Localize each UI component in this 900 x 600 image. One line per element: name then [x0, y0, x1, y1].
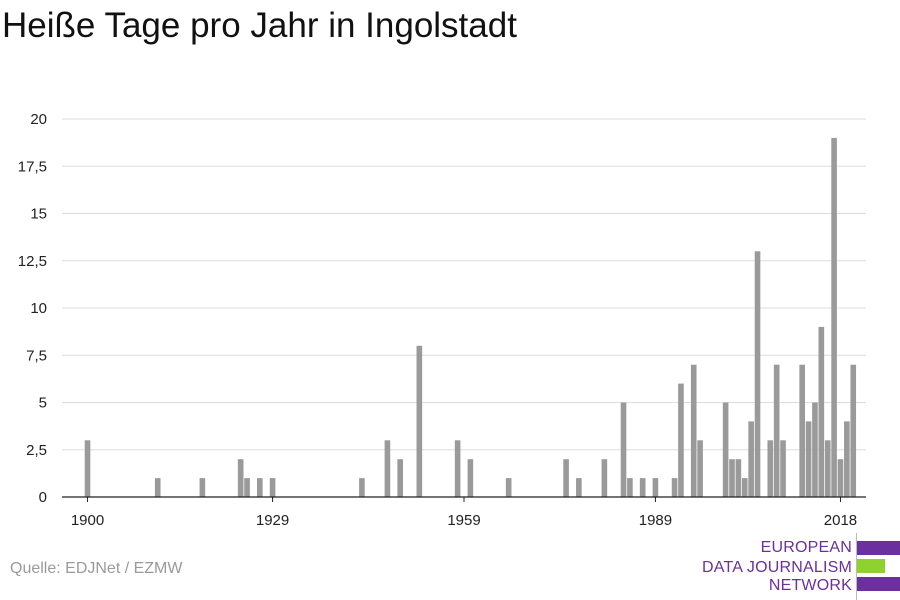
logo-line-2: DATA JOURNALISM	[702, 559, 852, 576]
bar	[652, 478, 659, 497]
x-tick-label: 1989	[639, 512, 672, 529]
bar	[505, 478, 512, 497]
bar	[359, 478, 365, 497]
x-tick-label: 1929	[256, 512, 289, 529]
bar	[384, 440, 391, 497]
bar	[84, 440, 91, 497]
bar	[397, 459, 403, 497]
bar	[154, 478, 161, 497]
y-tick-label: 5	[39, 395, 47, 412]
chart-title: Heiße Tage pro Jahr in Ingolstadt	[2, 6, 517, 45]
bar	[257, 478, 263, 497]
bar	[767, 440, 774, 497]
bar	[627, 478, 633, 497]
bar	[741, 478, 748, 497]
bar	[780, 440, 786, 497]
bar	[244, 478, 250, 497]
logo-bar-purple-bottom	[857, 577, 900, 591]
bar	[831, 137, 837, 497]
bars	[84, 137, 857, 497]
gridlines	[62, 118, 866, 451]
y-tick-label: 0	[39, 489, 47, 506]
bar	[735, 459, 742, 497]
bar	[837, 459, 844, 497]
bar	[799, 364, 805, 497]
bar	[237, 459, 244, 497]
y-tick-label: 10	[30, 300, 47, 317]
y-tick-label: 2,5	[26, 442, 47, 459]
bar	[416, 345, 423, 497]
bar	[722, 402, 729, 497]
x-tick-label: 1959	[447, 512, 480, 529]
x-tick-label: 1900	[71, 512, 104, 529]
logo-line-3: NETWORK	[768, 577, 852, 594]
y-tick-label: 7,5	[26, 347, 47, 364]
bar	[199, 478, 206, 497]
x-tick-label: 2018	[824, 512, 857, 529]
bar	[467, 459, 474, 497]
bar	[690, 364, 697, 497]
logo-line-1: EUROPEAN	[760, 539, 852, 556]
y-tick-label: 12,5	[18, 253, 47, 270]
bar	[639, 478, 646, 497]
bar	[563, 459, 569, 497]
bar	[824, 440, 831, 497]
bar	[850, 364, 857, 497]
source-note: Quelle: EDJNet / EZMW	[10, 560, 183, 577]
y-tick-label: 20	[30, 111, 47, 128]
edjnet-logo: EUROPEAN DATA JOURNALISM NETWORK	[700, 533, 900, 600]
bar	[576, 478, 582, 497]
bar	[697, 440, 703, 497]
bar	[729, 459, 735, 497]
bar	[812, 402, 818, 497]
bar	[620, 402, 627, 497]
bar	[601, 459, 608, 497]
bar	[671, 478, 678, 497]
bar	[844, 421, 850, 497]
bar	[773, 364, 780, 497]
logo-bar-green	[857, 559, 885, 573]
y-tick-label: 17,5	[18, 158, 47, 175]
x-axis-ticks: 1900 1929 1959 1989 2018	[71, 497, 857, 529]
bar	[805, 421, 812, 497]
y-tick-label: 15	[30, 206, 47, 223]
bar	[754, 251, 761, 497]
bar	[269, 478, 276, 497]
bar	[678, 383, 684, 497]
logo-divider	[856, 533, 857, 600]
bar	[748, 421, 754, 497]
bar	[454, 440, 461, 497]
y-axis-tick-labels: 0 2,5 5 7,5 10 12,5 15 17,5 20	[18, 111, 47, 506]
logo-bar-purple-top	[857, 541, 900, 555]
bar	[818, 326, 825, 497]
